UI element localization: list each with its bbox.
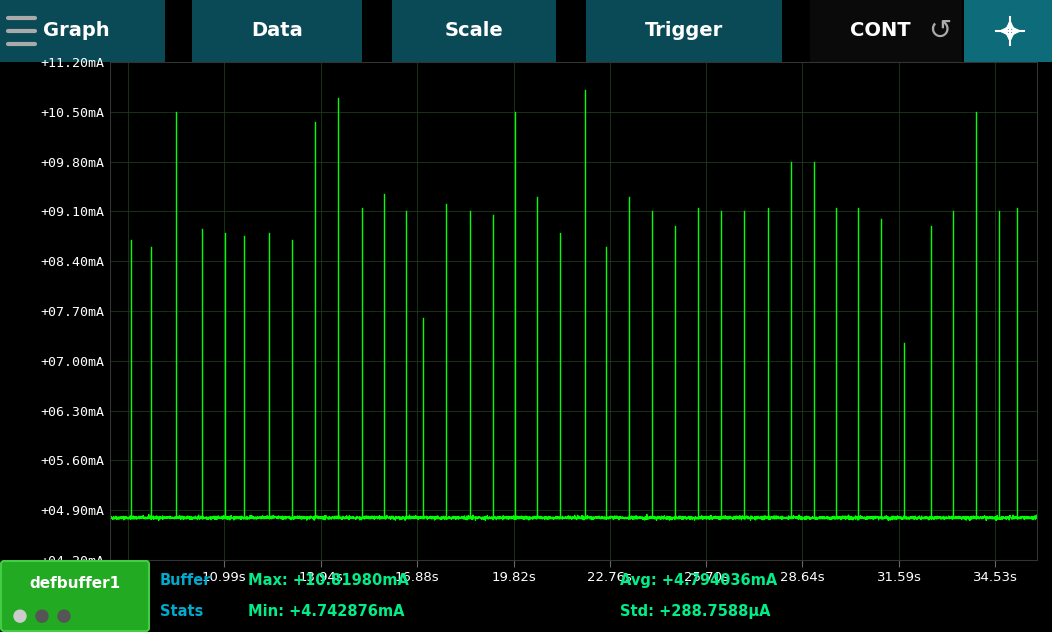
Text: Trigger: Trigger (645, 21, 723, 40)
Text: Avg: +4.794036mA: Avg: +4.794036mA (620, 573, 777, 588)
Bar (964, 0, 1052, 62)
Bar (810, 0, 962, 62)
Bar (0, 0, 165, 62)
Text: Min: +4.742876mA: Min: +4.742876mA (248, 604, 405, 619)
Bar (586, 0, 782, 62)
FancyBboxPatch shape (1, 561, 149, 631)
Text: Max: +10.81980mA: Max: +10.81980mA (248, 573, 409, 588)
Circle shape (58, 610, 70, 622)
Circle shape (36, 610, 48, 622)
Text: Scale: Scale (445, 21, 503, 40)
Bar (193, 0, 362, 62)
Text: Data: Data (251, 21, 303, 40)
Circle shape (14, 610, 26, 622)
Text: Stats: Stats (160, 604, 203, 619)
Text: CONT: CONT (850, 21, 911, 40)
Text: defbuffer1: defbuffer1 (29, 576, 121, 590)
Text: Std: +288.7588μA: Std: +288.7588μA (620, 604, 770, 619)
Text: ↺: ↺ (928, 17, 952, 45)
Bar (392, 0, 557, 62)
Text: Graph: Graph (43, 21, 109, 40)
Text: Buffer: Buffer (160, 573, 211, 588)
